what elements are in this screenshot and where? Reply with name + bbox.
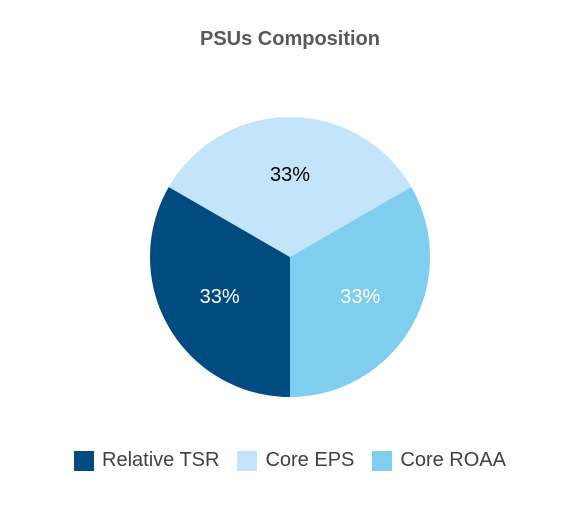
legend-item-relative-tsr: Relative TSR: [74, 449, 219, 472]
legend-swatch-core-eps: [237, 450, 258, 471]
data-label-core-eps: 33%: [270, 164, 310, 186]
data-label-relative-tsr: 33%: [200, 286, 240, 308]
legend-item-core-roaa: Core ROAA: [372, 449, 506, 472]
data-label-core-roaa: 33%: [340, 286, 380, 308]
legend: Relative TSR Core EPS Core ROAA: [0, 449, 580, 472]
legend-item-core-eps: Core EPS: [237, 449, 354, 472]
legend-label-core-roaa: Core ROAA: [400, 449, 506, 471]
pie-slice-relative-tsr: [150, 187, 290, 397]
legend-label-relative-tsr: Relative TSR: [102, 449, 220, 471]
legend-swatch-relative-tsr: [74, 450, 94, 471]
legend-label-core-eps: Core EPS: [265, 449, 355, 471]
pie-slice-core-eps: [168, 117, 412, 257]
legend-swatch-core-roaa: [372, 450, 393, 471]
chart-title: PSUs Composition: [199, 28, 380, 50]
pie-slice-core-roaa: [290, 187, 430, 397]
